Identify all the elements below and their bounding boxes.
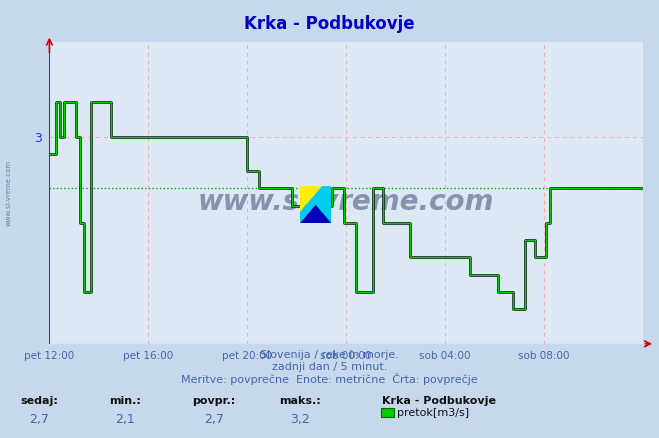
Text: 2,7: 2,7 (204, 413, 224, 426)
Text: 2,7: 2,7 (30, 413, 49, 426)
Polygon shape (300, 186, 331, 223)
Polygon shape (300, 205, 331, 223)
Text: Meritve: povprečne  Enote: metrične  Črta: povprečje: Meritve: povprečne Enote: metrične Črta:… (181, 373, 478, 385)
Text: sedaj:: sedaj: (20, 396, 59, 406)
Text: Slovenija / reke in morje.: Slovenija / reke in morje. (260, 350, 399, 360)
Text: Krka - Podbukovje: Krka - Podbukovje (382, 396, 496, 406)
Text: min.:: min.: (109, 396, 141, 406)
Text: 2,1: 2,1 (115, 413, 135, 426)
Text: maks.:: maks.: (279, 396, 321, 406)
Text: www.si-vreme.com: www.si-vreme.com (5, 160, 12, 226)
Text: www.si-vreme.com: www.si-vreme.com (198, 188, 494, 216)
Polygon shape (300, 186, 322, 212)
Text: 3,2: 3,2 (290, 413, 310, 426)
Text: Krka - Podbukovje: Krka - Podbukovje (244, 15, 415, 33)
Text: povpr.:: povpr.: (192, 396, 236, 406)
Text: zadnji dan / 5 minut.: zadnji dan / 5 minut. (272, 362, 387, 372)
Text: pretok[m3/s]: pretok[m3/s] (397, 408, 469, 417)
